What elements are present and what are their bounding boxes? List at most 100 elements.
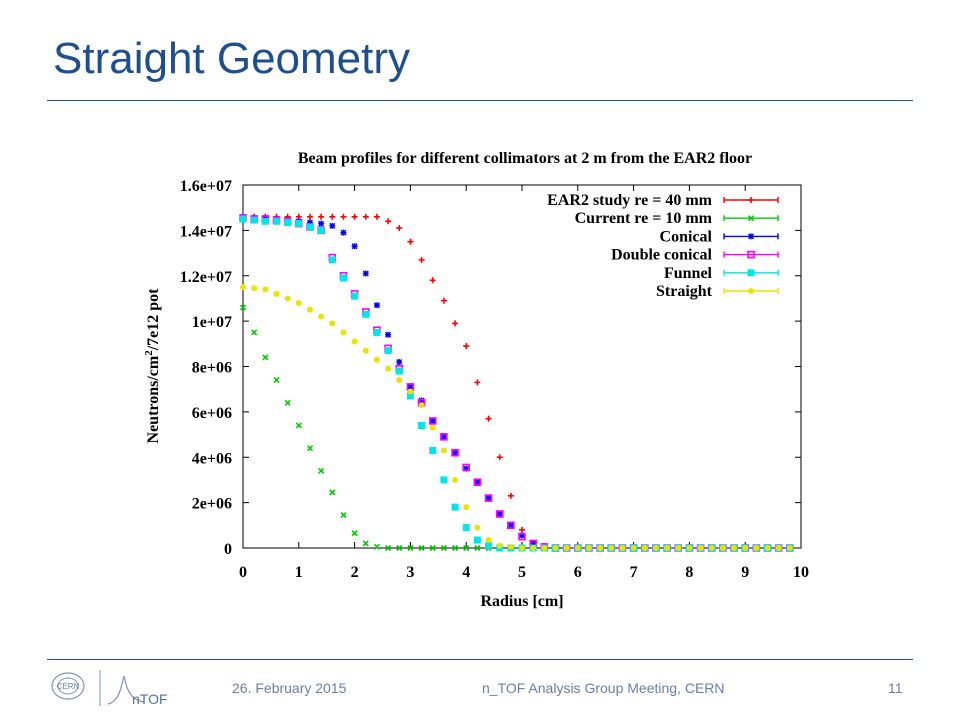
data-point (440, 544, 447, 552)
data-point (306, 213, 313, 220)
data-point (630, 545, 637, 551)
y-tick-label: 4e+06 (192, 450, 232, 467)
data-point (462, 463, 471, 472)
y-tick-label: 1.4e+07 (180, 223, 232, 240)
data-point (619, 545, 626, 551)
data-point (396, 358, 403, 365)
x-tick-label: 3 (406, 564, 414, 581)
data-point (552, 545, 559, 551)
data-point (675, 545, 682, 551)
data-point (273, 377, 280, 384)
legend-label: Funnel (664, 265, 713, 282)
data-point (362, 213, 369, 220)
footer-logos: CERN nTOF (51, 670, 168, 707)
data-point (748, 197, 754, 203)
data-point (519, 526, 525, 533)
data-point (451, 503, 459, 511)
page-number: 11 (888, 680, 903, 696)
x-tick-label: 8 (685, 564, 693, 581)
axis-ticks (242, 184, 802, 549)
data-point (407, 383, 414, 390)
legend-marker (747, 215, 755, 222)
legend-marker (747, 269, 755, 277)
data-point (474, 479, 481, 486)
data-point (451, 448, 459, 457)
data-point (451, 544, 459, 552)
data-point (273, 290, 280, 297)
cern-logo-text: CERN (57, 682, 80, 691)
data-point (484, 494, 493, 502)
x-tick-label: 1 (295, 564, 303, 581)
data-point (329, 320, 336, 327)
data-point (251, 285, 258, 292)
data-point (440, 476, 448, 484)
y-tick-labels: 0 2e+06 4e+06 6e+06 8e+06 1e+07 1.2e+07 1.4e+07… (180, 178, 232, 558)
data-point (597, 545, 604, 551)
data-point (753, 545, 760, 551)
footer-date: 26. February 2015 (232, 680, 347, 696)
ntof-logo-text: nTOF (132, 691, 168, 707)
data-point (351, 292, 359, 300)
data-point (340, 329, 347, 336)
data-point (452, 449, 459, 456)
data-point (318, 213, 325, 220)
x-tick-label: 2 (351, 564, 359, 581)
legend-marker (747, 250, 755, 259)
data-point (295, 299, 302, 306)
data-point (452, 320, 459, 327)
data-point (396, 225, 403, 232)
footer-divider (47, 659, 913, 660)
x-tick-label: 0 (239, 564, 247, 581)
footer-meeting: n_TOF Analysis Group Meeting, CERN (482, 680, 725, 696)
x-tick-label: 10 (793, 564, 809, 581)
data-point (351, 338, 358, 345)
data-point (395, 367, 403, 375)
data-point (507, 522, 514, 529)
data-point (585, 545, 592, 551)
data-point (530, 545, 537, 551)
legend-marker (748, 288, 754, 294)
data-point (261, 217, 269, 225)
data-point (428, 417, 437, 425)
data-point (295, 422, 302, 429)
data-point (440, 447, 447, 454)
data-point (786, 545, 793, 551)
data-point (664, 545, 671, 551)
data-point (306, 219, 313, 226)
data-point (507, 543, 514, 550)
data-point (429, 417, 436, 424)
data-point (473, 478, 482, 487)
data-point (284, 295, 291, 302)
data-point (385, 218, 392, 225)
legend-marker (748, 197, 754, 203)
data-point (306, 306, 313, 313)
data-point (284, 218, 292, 226)
legend-label: EAR2 study re = 40 mm (547, 192, 712, 209)
legend-label: Straight (656, 283, 713, 300)
data-point (340, 512, 347, 519)
beam-profile-chart: Beam profiles for different collimators … (143, 150, 809, 610)
data-point (373, 213, 380, 220)
data-point (530, 540, 537, 547)
data-point (541, 545, 548, 551)
data-point (407, 544, 414, 552)
data-point (339, 274, 347, 282)
data-point (262, 354, 269, 361)
data-point (474, 524, 481, 531)
x-axis-label: Radius [cm] (480, 593, 563, 610)
x-tick-label: 6 (574, 564, 582, 581)
data-point (507, 521, 515, 530)
data-point (239, 215, 247, 223)
legend-marker (748, 233, 754, 240)
data-point (328, 256, 336, 264)
data-point (351, 530, 358, 537)
legend-label: Conical (660, 228, 713, 245)
data-point (306, 223, 314, 231)
data-point (418, 256, 425, 263)
data-point (519, 532, 525, 539)
data-point (747, 250, 755, 259)
series-filled-circle (240, 284, 793, 551)
data-point (329, 489, 336, 496)
data-point (440, 433, 447, 440)
